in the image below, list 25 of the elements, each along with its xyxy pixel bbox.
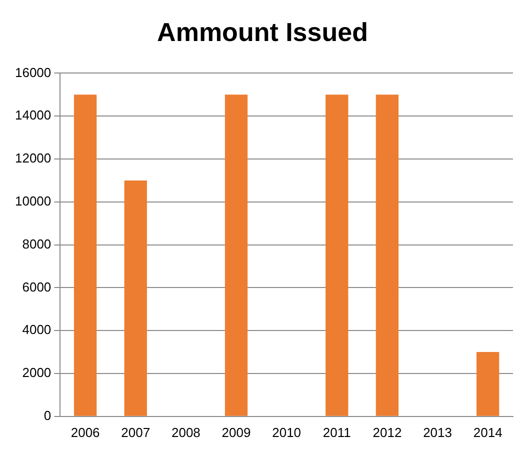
y-tick-label: 10000 [14, 193, 52, 208]
chart-title: Ammount Issued [157, 16, 368, 47]
y-tick-label: 0 [44, 408, 52, 423]
y-tick-label: 14000 [14, 108, 52, 123]
y-tick-label: 4000 [22, 322, 52, 338]
x-tick-label: 2006 [70, 424, 100, 440]
bar [476, 352, 500, 416]
x-tick-label: 2014 [473, 424, 502, 440]
bar [376, 94, 399, 416]
x-tick-label: 2008 [171, 424, 200, 440]
y-tick-label: 8000 [22, 236, 52, 252]
x-tick-label: 2009 [222, 424, 251, 440]
bar [74, 94, 97, 416]
x-tick-label: 2010 [272, 424, 302, 440]
bar [326, 94, 348, 416]
x-tick-label: 2012 [372, 424, 402, 440]
y-tick-label: 2000 [22, 365, 52, 380]
y-tick-label: 6000 [22, 279, 52, 294]
x-tick-label: 2013 [423, 424, 452, 440]
y-tick-label: 12000 [14, 150, 52, 166]
y-tick-label: 16000 [14, 64, 52, 80]
bar [224, 94, 248, 416]
x-tick-label: 2011 [322, 424, 351, 440]
x-tick-label: 2007 [121, 424, 150, 440]
bar [124, 180, 147, 416]
